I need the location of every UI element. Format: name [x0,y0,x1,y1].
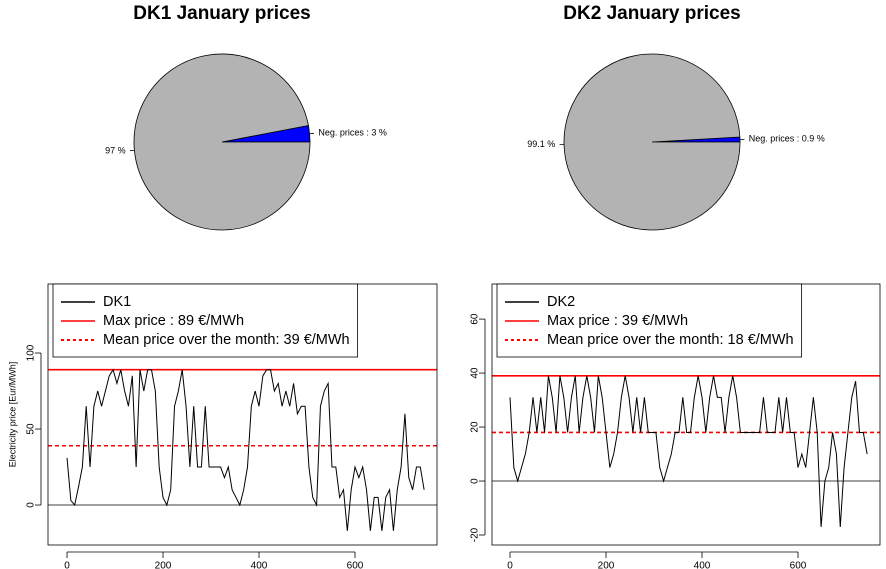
legend-label: Max price : 89 €/MWh [103,313,244,329]
slice-label: 97 % [105,145,126,155]
y-tick-label: 60 [470,313,481,325]
x-tick-label: 400 [694,561,711,569]
x-tick-label: 600 [347,561,364,569]
price-line [509,375,868,527]
legend-label: Mean price over the month: 18 €/MWh [547,332,794,348]
y-tick-label: 40 [470,367,481,379]
x-tick-label: 200 [155,561,172,569]
legend-box [496,283,803,358]
x-tick-label: 0 [507,561,513,569]
legend-label: DK2 [547,294,575,310]
pie-slice [133,53,311,231]
price-line [66,368,425,531]
x-tick-label: 0 [64,561,70,569]
legend-box [52,283,359,358]
y-axis-title: Electricity price [Eur/MWh] [7,362,17,468]
legend: DK1 Max price : 89 €/MWh Mean price over t… [52,283,359,358]
y-tick-label: 20 [470,421,481,433]
x-tick-label: 400 [251,561,268,569]
x-tick-label: 200 [598,561,615,569]
x-tick-label: 600 [790,561,807,569]
y-tick-label: 0 [26,502,37,508]
legend: DK2 Max price : 39 €/MWh Mean price over t… [496,283,803,358]
y-tick-label: -20 [470,527,481,542]
legend-label: DK1 [103,294,131,310]
slice-label: 99.1 % [527,139,555,149]
slice-label: Neg. prices : 0.9 % [749,134,825,144]
chart-title: DK2 January prices [563,3,740,24]
pie-slice [563,53,741,231]
chart-title: DK1 January prices [133,3,310,24]
y-tick-label: 100 [26,344,37,361]
legend-label: Mean price over the month: 39 €/MWh [103,332,350,348]
y-tick-label: 0 [470,478,481,484]
legend-label: Max price : 39 €/MWh [547,313,688,329]
slice-label: Neg. prices : 3 % [318,127,387,137]
y-tick-label: 50 [26,423,37,435]
